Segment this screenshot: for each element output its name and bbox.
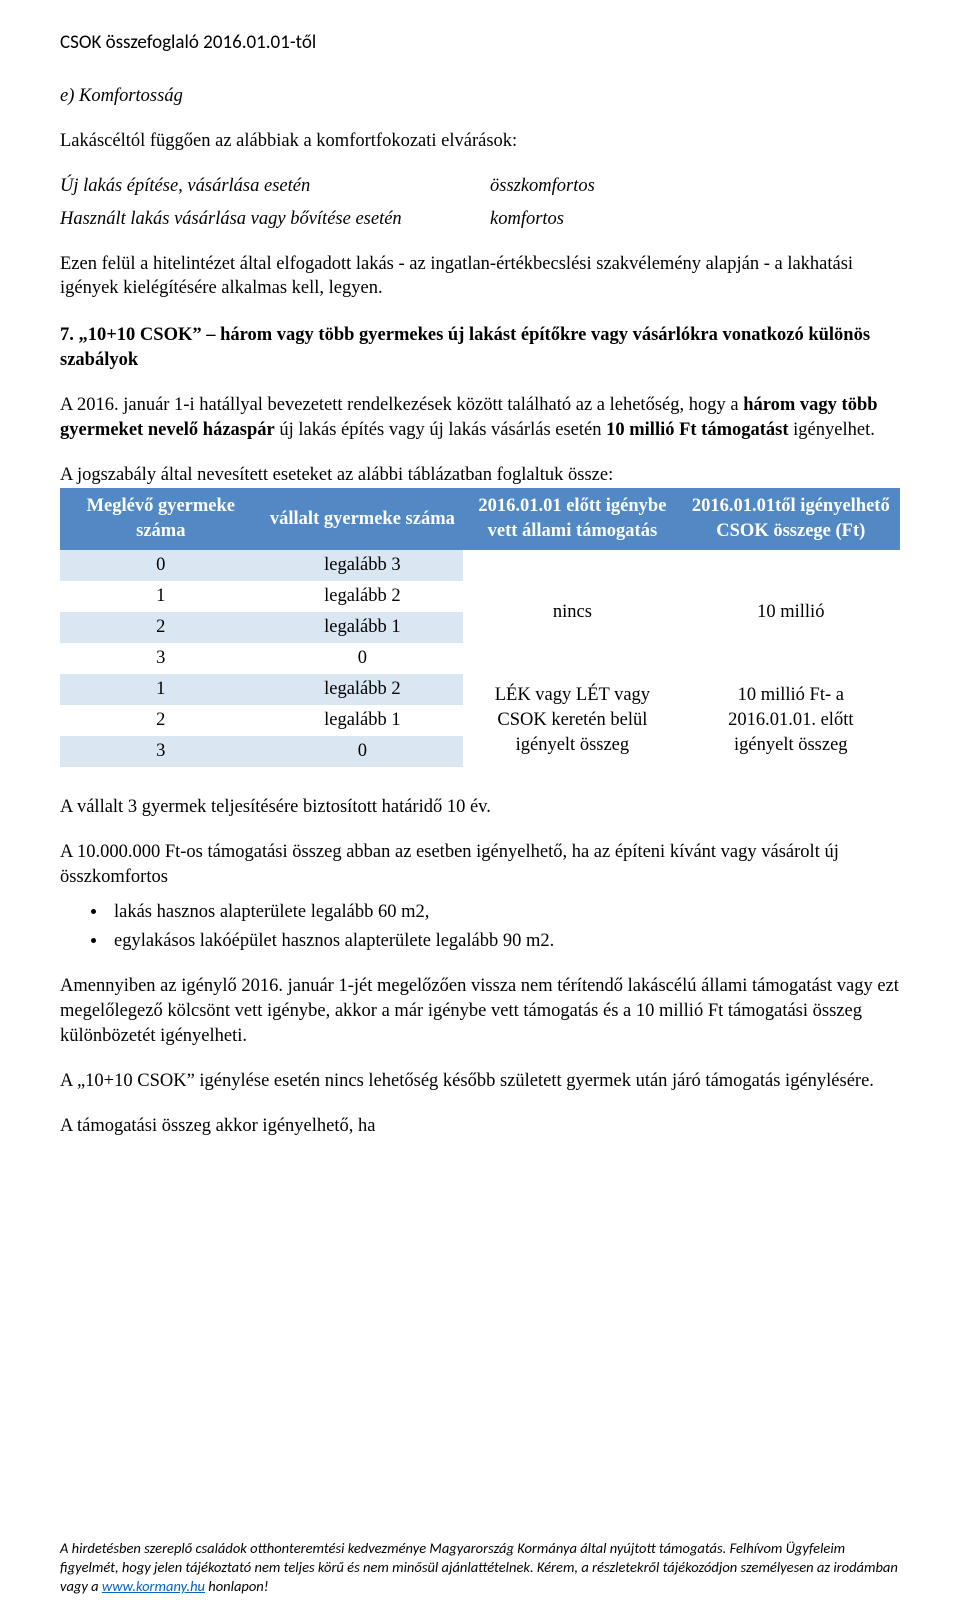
cell: 2	[60, 612, 262, 643]
comfort-row-2-right: komfortos	[490, 207, 564, 232]
cell: 3	[60, 736, 262, 767]
csok-table: Meglévő gyermeke száma vállalt gyermeke …	[60, 488, 900, 767]
table-row: 1 legalább 2 LÉK vagy LÉT vagy CSOK kere…	[60, 674, 900, 705]
heading-7: 7. „10+10 CSOK” – három vagy több gyerme…	[60, 323, 900, 373]
comfort-row-1-right: összkomfortos	[490, 174, 595, 199]
cell-line: 2016.01.01. előtt	[728, 710, 853, 730]
section-e-tail: Ezen felül a hitelintézet által elfogado…	[60, 252, 900, 302]
para-1010: A „10+10 CSOK” igénylése esetén nincs le…	[60, 1069, 900, 1094]
cell-merged-status-b: LÉK vagy LÉT vagy CSOK keretén belül igé…	[463, 674, 681, 767]
para-10m: A 10.000.000 Ft-os támogatási összeg abb…	[60, 840, 900, 890]
table-header-row: Meglévő gyermeke száma vállalt gyermeke …	[60, 488, 900, 550]
bullet-list: lakás hasznos alapterülete legalább 60 m…	[108, 900, 900, 954]
comfort-row-2-left: Használt lakás vásárlása vagy bővítése e…	[60, 207, 490, 232]
list-item: egylakásos lakóépület hasznos alapterüle…	[108, 929, 900, 954]
section-e-title: e) Komfortosság	[60, 84, 900, 109]
cell: 1	[60, 674, 262, 705]
comfort-row-1-left: Új lakás építése, vásárlása esetén	[60, 174, 490, 199]
page-footer: A hirdetésben szereplő családok otthonte…	[60, 1539, 900, 1596]
cell: 3	[60, 643, 262, 674]
footer-text-post: honlapon!	[205, 1577, 269, 1595]
th-2: vállalt gyermeke száma	[262, 488, 464, 550]
cell-merged-amount-a: 10 millió	[682, 550, 900, 674]
table-row: 0 legalább 3 nincs 10 millió	[60, 550, 900, 581]
cell: 0	[262, 643, 464, 674]
cell-line: LÉK vagy LÉT vagy	[495, 685, 650, 705]
cell-merged-amount-b: 10 millió Ft- a 2016.01.01. előtt igénye…	[682, 674, 900, 767]
para-deadline: A vállalt 3 gyermek teljesítésére biztos…	[60, 795, 900, 820]
th-4: 2016.01.01től igényelhető CSOK összege (…	[682, 488, 900, 550]
cell-line: igényelt összeg	[516, 735, 630, 755]
th-3: 2016.01.01 előtt igénybe vett állami tám…	[463, 488, 681, 550]
list-item: lakás hasznos alapterülete legalább 60 m…	[108, 900, 900, 925]
para-a2016: A 2016. január 1-i hatállyal bevezetett …	[60, 393, 900, 443]
comfort-row-1: Új lakás építése, vásárlása esetén összk…	[60, 174, 900, 199]
para-a2016-bold2: 10 millió Ft támogatást	[606, 420, 788, 440]
cell: legalább 1	[262, 612, 464, 643]
para-a2016-mid: új lakás építés vagy új lakás vásárlás e…	[275, 420, 606, 440]
cell: 0	[262, 736, 464, 767]
footer-link[interactable]: www.kormany.hu	[102, 1577, 205, 1595]
para-amennyiben: Amennyiben az igénylő 2016. január 1-jét…	[60, 974, 900, 1049]
cell-line: 10 millió Ft- a	[738, 685, 844, 705]
cell-line: igényelt összeg	[734, 735, 848, 755]
para-a2016-post: igényelhet.	[789, 420, 875, 440]
comfort-row-2: Használt lakás vásárlása vagy bővítése e…	[60, 207, 900, 232]
para-a2016-pre: A 2016. január 1-i hatállyal bevezetett …	[60, 395, 743, 415]
section-e-intro: Lakáscéltól függően az alábbiak a komfor…	[60, 129, 900, 154]
para-last: A támogatási összeg akkor igényelhető, h…	[60, 1114, 900, 1139]
cell-merged-status-a: nincs	[463, 550, 681, 674]
table-intro: A jogszabály által nevesített eseteket a…	[60, 463, 900, 488]
cell: 2	[60, 705, 262, 736]
cell: legalább 3	[262, 550, 464, 581]
page-header: CSOK összefoglaló 2016.01.01-től	[60, 30, 900, 56]
cell: 0	[60, 550, 262, 581]
cell: legalább 2	[262, 581, 464, 612]
cell-line: CSOK keretén belül	[497, 710, 647, 730]
cell: legalább 2	[262, 674, 464, 705]
cell: 1	[60, 581, 262, 612]
th-1: Meglévő gyermeke száma	[60, 488, 262, 550]
cell: legalább 1	[262, 705, 464, 736]
